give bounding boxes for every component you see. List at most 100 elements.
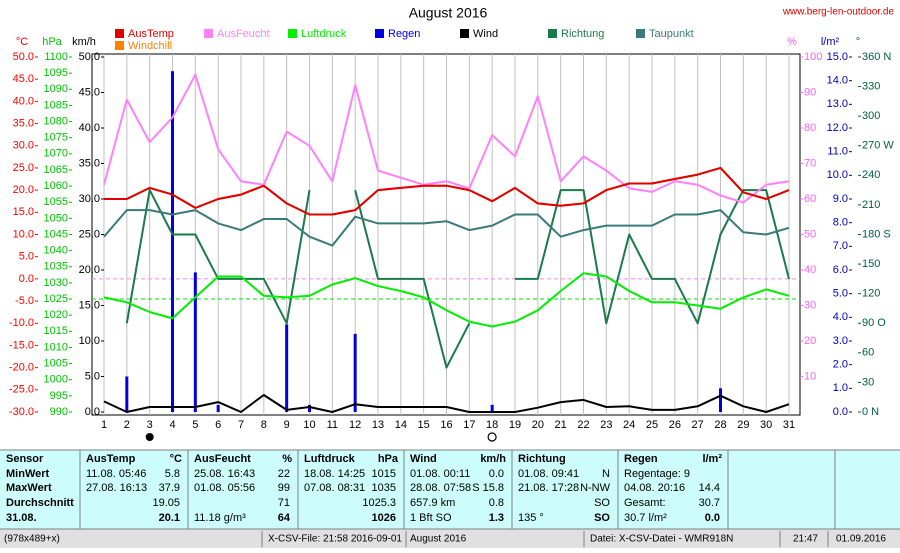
cell-value: SO: [594, 512, 610, 524]
x-tick-label: 4: [169, 419, 175, 431]
y-tick-label: 25.0: [79, 228, 100, 240]
y-tick-label: 11.0: [827, 146, 848, 158]
legend-label: Windchill: [128, 40, 172, 52]
y-tick-label: 60: [804, 193, 816, 205]
cell-value: 1035: [372, 482, 396, 494]
source-url[interactable]: www.berg-len-outdoor.de: [782, 7, 895, 18]
x-tick-label: 22: [577, 419, 589, 431]
y-tick-label: 360 N: [862, 51, 891, 63]
y-tick-label: 70: [804, 157, 816, 169]
y-tick-label: 1005: [44, 357, 68, 369]
y-tick-label: 10.0: [827, 169, 848, 181]
y-tick-label: 45.0: [13, 73, 34, 85]
x-tick-label: 26: [669, 419, 681, 431]
y-tick-label: 0.0: [19, 273, 34, 285]
y-tick-label: 5.0: [833, 288, 848, 300]
y-tick-label: 45.0: [79, 86, 100, 98]
y-tick-label: 0.0: [85, 406, 100, 418]
column-unit: hPa: [378, 453, 399, 465]
column-header: AusFeucht: [194, 453, 251, 465]
cell-value: N-NW: [580, 482, 611, 494]
column-unit: %: [282, 453, 292, 465]
rain-bar: [719, 388, 722, 412]
y-tick-label: 1015: [44, 325, 68, 337]
y-tick-label: 1000: [44, 374, 68, 386]
cell-detail: 1 Bft SO: [410, 512, 452, 524]
y-tick-label: 300: [862, 110, 880, 122]
y-tick-label: 1020: [44, 309, 68, 321]
y-tick-label: 15.0: [79, 299, 100, 311]
legend-label: Taupunkt: [649, 28, 694, 40]
cell-detail: 28.08. 07:58: [410, 482, 471, 494]
cell-value: 71: [278, 497, 290, 509]
y-tick-label: 5.0: [85, 370, 100, 382]
x-tick-label: 31: [783, 419, 795, 431]
legend-swatch: [115, 41, 124, 50]
legend-label: Wind: [473, 28, 498, 40]
y-tick-label: 995: [50, 390, 68, 402]
cell-value: SO: [594, 497, 610, 509]
x-tick-label: 19: [509, 419, 521, 431]
cell-value: 99: [278, 482, 290, 494]
cell-value: 64: [278, 512, 291, 524]
rain-bar: [285, 324, 289, 412]
column-header: Wind: [410, 453, 437, 465]
status-text: August 2016: [410, 534, 467, 545]
x-tick-label: 18: [486, 419, 498, 431]
y-tick-label: 10.0: [13, 228, 34, 240]
column-header: Regen: [624, 453, 658, 465]
y-tick-label: 40.0: [79, 122, 100, 134]
x-tick-label: 21: [555, 419, 567, 431]
cell-detail: 657.9 km: [410, 497, 455, 509]
y-tick-label: 14.0: [827, 75, 848, 87]
column-header: Richtung: [518, 453, 566, 465]
legend-swatch: [375, 29, 384, 38]
cell-detail: 01.08. 05:56: [194, 482, 255, 494]
y-tick-label: 15.0: [13, 206, 34, 218]
x-tick-label: 23: [600, 419, 612, 431]
legend-label: Richtung: [561, 28, 604, 40]
axis-unit-label: km/h: [72, 36, 96, 48]
x-tick-label: 15: [418, 419, 430, 431]
y-tick-label: 4.0: [833, 311, 848, 323]
cell-detail: 11.18 g/m³: [194, 512, 246, 524]
cell-value: 1026: [372, 512, 396, 524]
new-moon-icon: [145, 433, 154, 441]
cell-value: 22: [278, 468, 290, 480]
legend-label: Luftdruck: [301, 28, 347, 40]
y-tick-label: 25.0: [13, 162, 34, 174]
y-tick-label: -20.0: [9, 362, 34, 374]
cell-detail: 30.7 l/m²: [624, 512, 667, 524]
series-line: [103, 272, 790, 328]
legend-swatch: [636, 29, 645, 38]
y-tick-label: 3.0: [833, 335, 848, 347]
legend-swatch: [288, 29, 297, 38]
y-tick-label: 20: [804, 335, 816, 347]
cell-detail: 01.08. 00:11: [410, 468, 470, 480]
rain-bar: [308, 404, 311, 412]
y-tick-label: 9.0: [833, 193, 848, 205]
cell-detail: Gesamt:: [624, 497, 666, 509]
x-tick-label: 3: [147, 419, 153, 431]
y-tick-label: 8.0: [833, 217, 848, 229]
x-tick-label: 6: [215, 419, 221, 431]
stats-table-background: [0, 450, 900, 529]
y-tick-label: 990: [50, 406, 68, 418]
y-tick-label: 0 N: [862, 406, 879, 418]
y-tick-label: 1060: [44, 180, 68, 192]
y-tick-label: -5.0: [15, 295, 34, 307]
y-tick-label: 1080: [44, 115, 68, 127]
x-tick-label: 1: [101, 419, 107, 431]
cell-value: N: [602, 468, 610, 480]
series-line: [103, 73, 790, 204]
y-tick-label: 1035: [44, 261, 68, 273]
x-tick-label: 17: [463, 419, 475, 431]
y-tick-label: 180 S: [862, 228, 891, 240]
y-tick-label: 90 O: [862, 317, 886, 329]
legend-swatch: [548, 29, 557, 38]
status-text: 21:47: [793, 534, 818, 545]
y-tick-label: 330: [862, 80, 880, 92]
cell-detail: 135 °: [518, 512, 544, 524]
y-tick-label: 30: [804, 299, 816, 311]
